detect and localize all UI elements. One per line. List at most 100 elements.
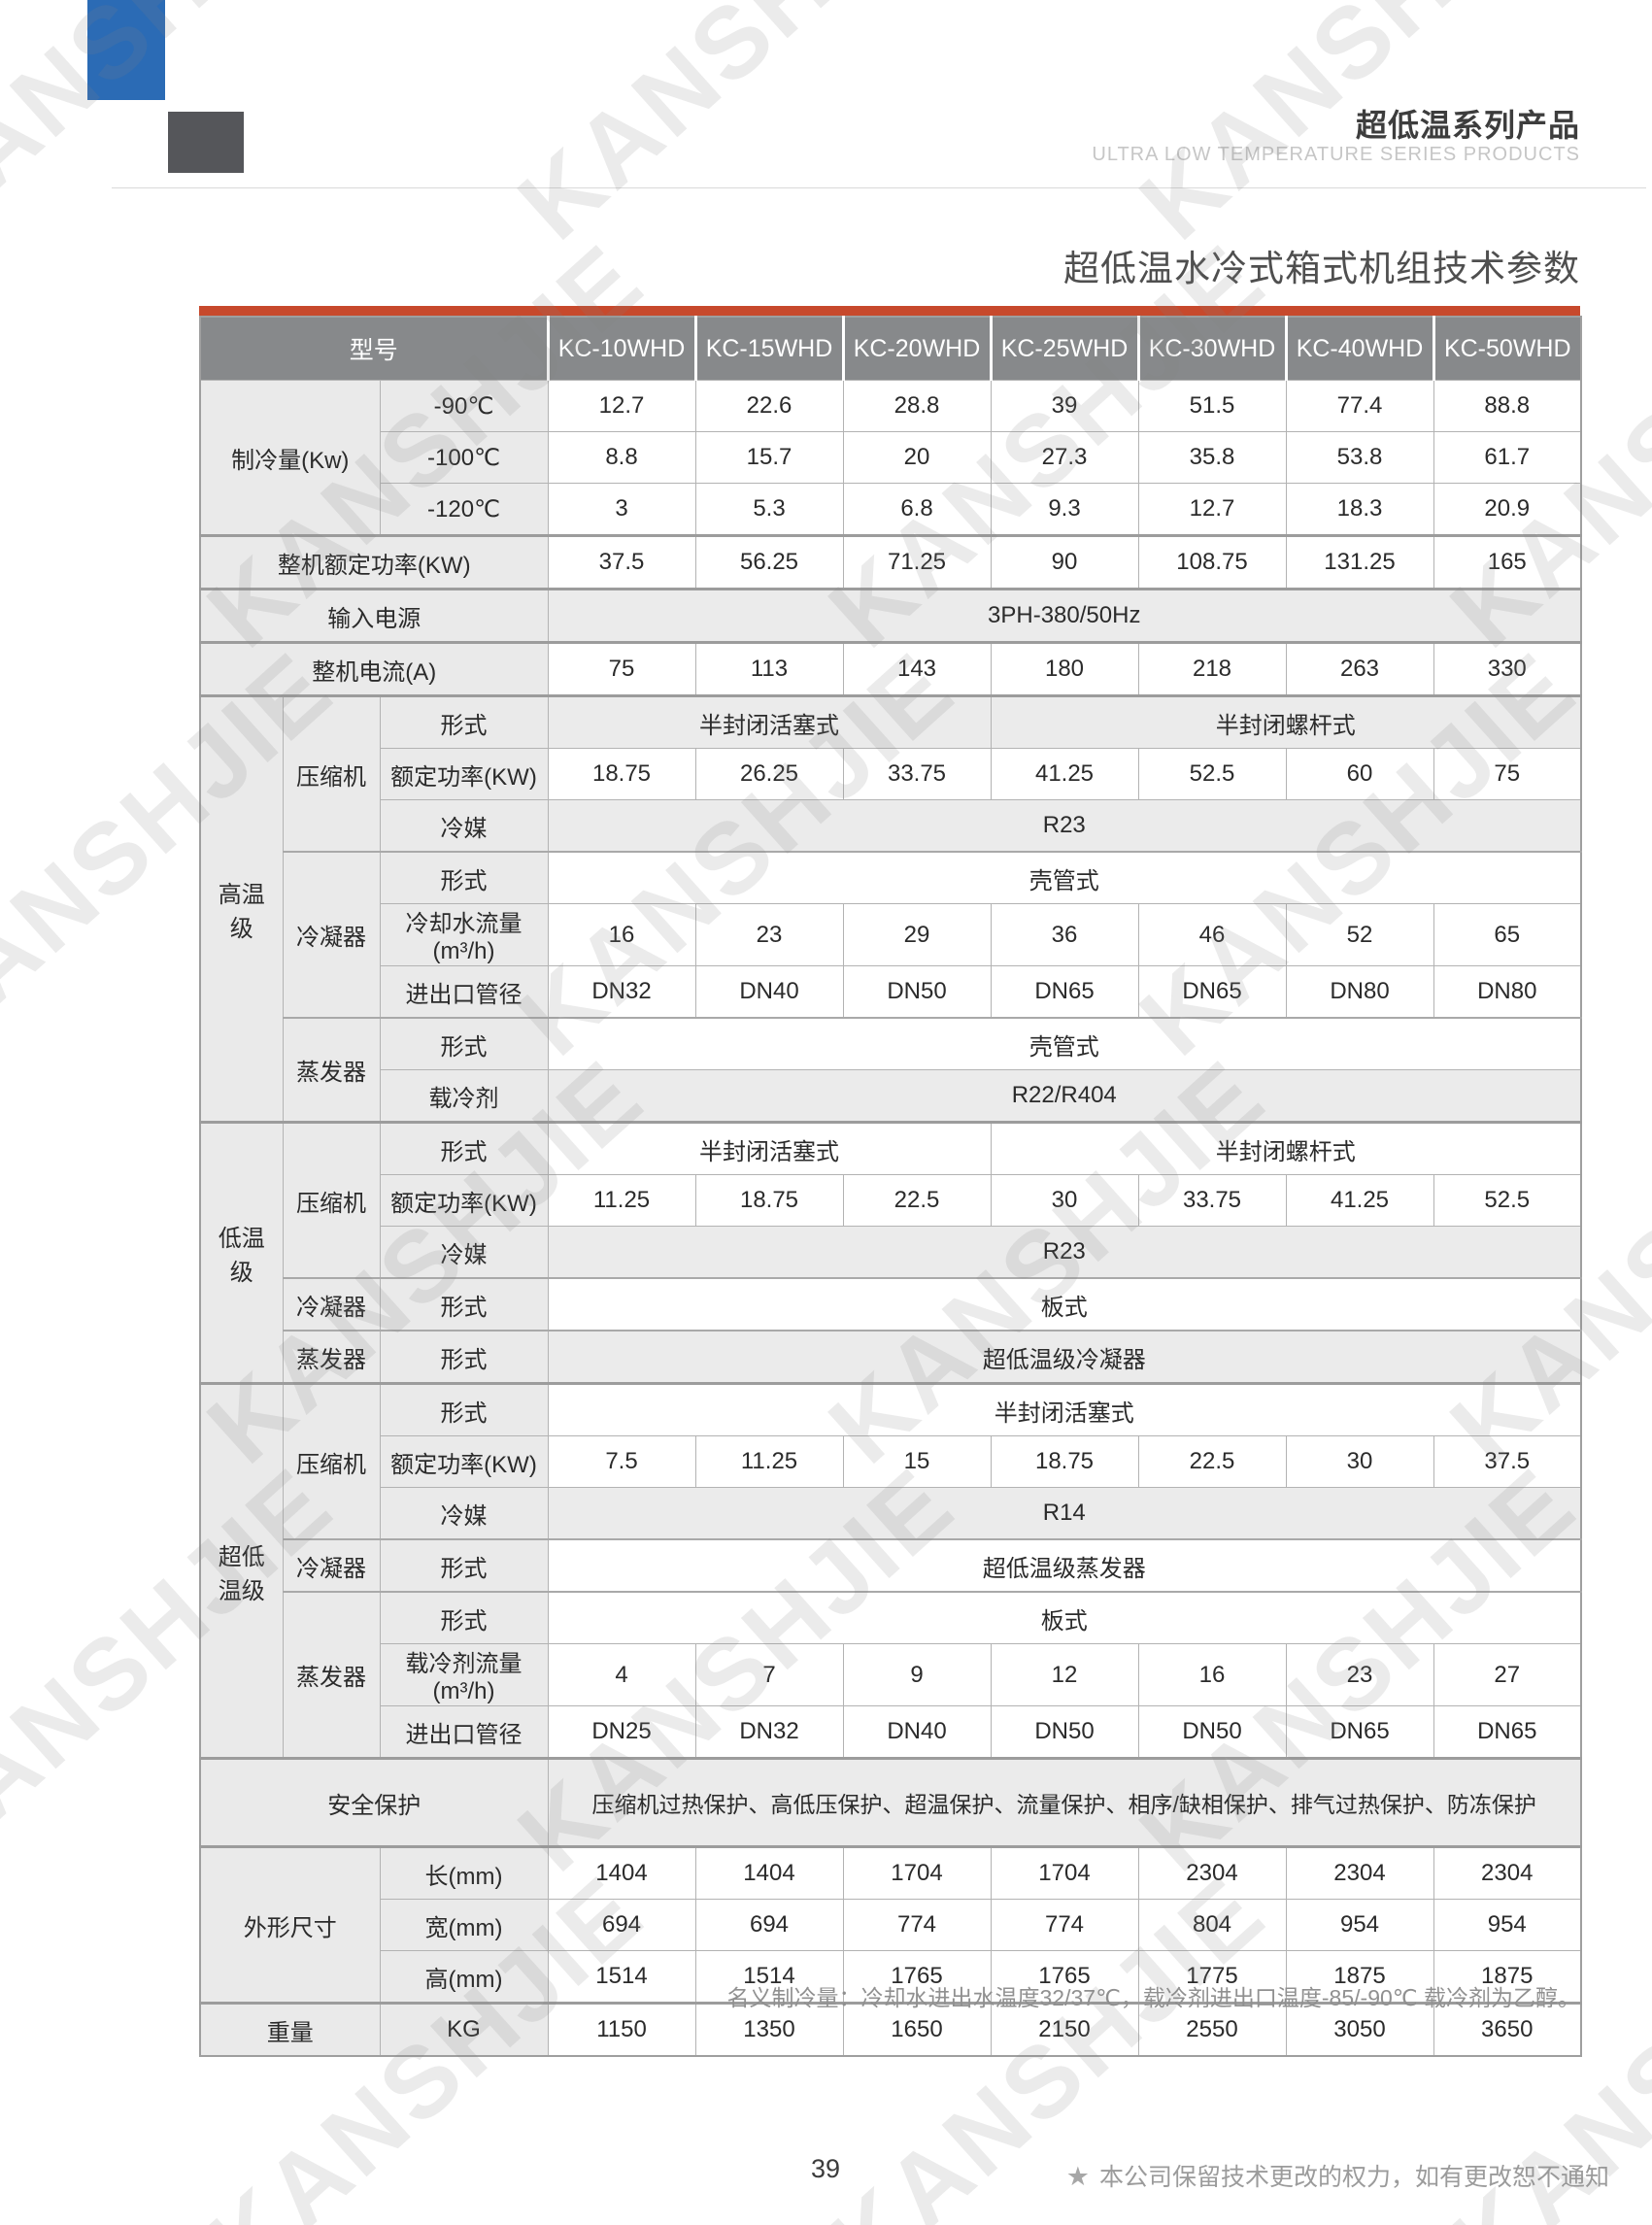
model-header-row: 型号 KC-10WHD KC-15WHD KC-20WHD KC-25WHD KC-30W… — [200, 317, 1581, 381]
value-cell: 804 — [1137, 1899, 1287, 1951]
row-label-cell: 进出口管径 — [379, 1705, 549, 1759]
value-cell: 1775 — [1137, 1950, 1287, 2004]
value-cell: 22.6 — [694, 380, 844, 432]
watermark-text: KANSHJIE — [497, 0, 976, 261]
value-cell: 113 — [694, 641, 844, 696]
value-cell: 12.7 — [547, 380, 696, 432]
header-divider — [112, 187, 1646, 188]
value-cell: 16 — [1137, 1643, 1287, 1706]
value-cell: 61.7 — [1433, 431, 1582, 484]
value-cell: 11.25 — [547, 1174, 696, 1227]
row-label-cell: 额定功率(KW) — [379, 1435, 549, 1488]
value-cell: 75 — [1433, 748, 1582, 800]
model-header-label: 型号 — [200, 317, 548, 381]
value-cell: R14 — [547, 1487, 1582, 1540]
value-cell: 33.75 — [842, 748, 992, 800]
table-row: 载冷剂流量(m³/h) 4 7 9 12 16 23 27 — [200, 1643, 1582, 1706]
value-cell: 18.3 — [1285, 483, 1434, 536]
value-cell: 15 — [842, 1435, 992, 1488]
value-cell: 37.5 — [547, 534, 696, 590]
value-cell: 330 — [1433, 641, 1582, 696]
value-cell: 90 — [990, 534, 1139, 590]
value-cell: DN40 — [842, 1705, 992, 1759]
value-cell: DN80 — [1285, 965, 1434, 1019]
row-label-cell: 重量 — [199, 2002, 381, 2057]
row-label-cell: 蒸发器 — [282, 1017, 381, 1123]
row-label-cell: 形式 — [379, 851, 549, 904]
star-icon: ★ — [1065, 2162, 1090, 2191]
row-label-cell: 形式 — [379, 1382, 549, 1436]
value-cell: 1350 — [694, 2002, 844, 2057]
value-cell: 27 — [1433, 1643, 1582, 1706]
value-cell: 5.3 — [694, 483, 844, 536]
value-cell: 33.75 — [1137, 1174, 1287, 1227]
model-column-header: KC-50WHD — [1432, 317, 1581, 381]
value-cell: 3050 — [1285, 2002, 1434, 2057]
value-cell: 壳管式 — [547, 851, 1582, 904]
row-label-cell: 冷却水流量(m³/h) — [379, 903, 549, 966]
value-cell: 半封闭螺杆式 — [990, 1121, 1582, 1175]
row-label-cell: 压缩机 — [282, 694, 381, 853]
row-label-cell: 冷凝器 — [282, 1538, 381, 1593]
row-label-cell: 高(mm) — [379, 1950, 549, 2004]
row-label-cell: 压缩机 — [282, 1121, 381, 1279]
value-cell: 12 — [990, 1643, 1139, 1706]
model-column-header: KC-25WHD — [989, 317, 1138, 381]
value-cell: 774 — [842, 1899, 992, 1951]
table-row: 载冷剂 R22/R404 — [200, 1069, 1582, 1123]
value-cell: 9.3 — [990, 483, 1139, 536]
table-row: 输入电源 3PH-380/50Hz — [199, 588, 1582, 643]
value-cell: 9 — [842, 1643, 992, 1706]
row-label-cell: 超低温级 — [199, 1382, 284, 1759]
value-cell: 22.5 — [1137, 1435, 1287, 1488]
value-cell: 1514 — [547, 1950, 696, 2004]
table-footnote: 名义制冷量：冷却水进出水温度32/37℃，载冷剂进出口温度-85/-90℃ 载冷… — [726, 1985, 1580, 2010]
row-label-cell: 形式 — [379, 1277, 549, 1332]
footer-disclaimer: ★ 本公司保留技术更改的权力，如有更改恕不通知 — [1066, 2158, 1609, 2193]
table-row: 重量 KG 1150 1350 1650 2150 2550 3050 3650 — [199, 2002, 1582, 2057]
row-label-cell: -100℃ — [379, 431, 549, 484]
value-cell: 20 — [842, 431, 992, 484]
row-label-cell: -90℃ — [379, 380, 549, 432]
table-row: 安全保护 压缩机过热保护、高低压保护、超温保护、流量保护、相序/缺相保护、排气过热… — [199, 1757, 1582, 1847]
value-cell: 23 — [1285, 1643, 1434, 1706]
value-cell: 3 — [547, 483, 696, 536]
value-cell: 16 — [547, 903, 696, 966]
value-cell: 1704 — [842, 1845, 992, 1900]
value-cell: DN65 — [1433, 1705, 1582, 1759]
table-row: 蒸发器 形式 板式 — [200, 1591, 1582, 1759]
value-cell: 774 — [990, 1899, 1139, 1951]
value-cell: 2550 — [1137, 2002, 1287, 2057]
value-cell: 75 — [547, 641, 696, 696]
value-cell: 1404 — [694, 1845, 844, 1900]
table-row: 冷媒 R14 — [200, 1487, 1582, 1540]
row-label-cell: 蒸发器 — [282, 1330, 381, 1384]
table-row: -120℃ 3 5.3 6.8 9.3 12.7 18.3 20.9 — [200, 483, 1582, 536]
value-cell: 263 — [1285, 641, 1434, 696]
table-row: 超低温级 压缩机 形式 半封闭活塞式 — [199, 1382, 1582, 1759]
value-cell: DN50 — [1137, 1705, 1287, 1759]
value-cell: 1150 — [547, 2002, 696, 2057]
value-cell: 7.5 — [547, 1435, 696, 1488]
value-cell: 39 — [990, 380, 1139, 432]
row-label-cell: 输入电源 — [199, 588, 549, 643]
table-row: 冷凝器 形式 板式 — [200, 1277, 1582, 1332]
value-cell: R23 — [547, 1226, 1582, 1279]
table-row: 进出口管径 DN25 DN32 DN40 DN50 DN50 DN65 DN65 — [200, 1705, 1582, 1759]
page-number: 39 — [810, 2154, 841, 2183]
row-label-cell: 形式 — [379, 1591, 549, 1644]
row-label-cell: 载冷剂流量(m³/h) — [379, 1643, 549, 1706]
value-cell: R22/R404 — [547, 1069, 1582, 1123]
value-cell: 51.5 — [1137, 380, 1287, 432]
value-cell: 2304 — [1137, 1845, 1287, 1900]
table-row: 制冷量(Kw) -90℃ 12.7 22.6 28.8 39 51.5 77.4 88.8 — [199, 380, 1582, 536]
model-column-header: KC-20WHD — [841, 317, 991, 381]
row-label-cell: 冷媒 — [379, 1226, 549, 1279]
page-title: 超低温水冷式箱式机组技术参数 — [1063, 249, 1580, 288]
value-cell: DN65 — [1137, 965, 1287, 1019]
value-cell: 12.7 — [1137, 483, 1287, 536]
table-row: 宽(mm) 694 694 774 774 804 954 954 — [200, 1899, 1582, 1951]
logo-blue-square — [87, 0, 165, 100]
model-column-header: KC-10WHD — [546, 317, 695, 381]
value-cell: 28.8 — [842, 380, 992, 432]
